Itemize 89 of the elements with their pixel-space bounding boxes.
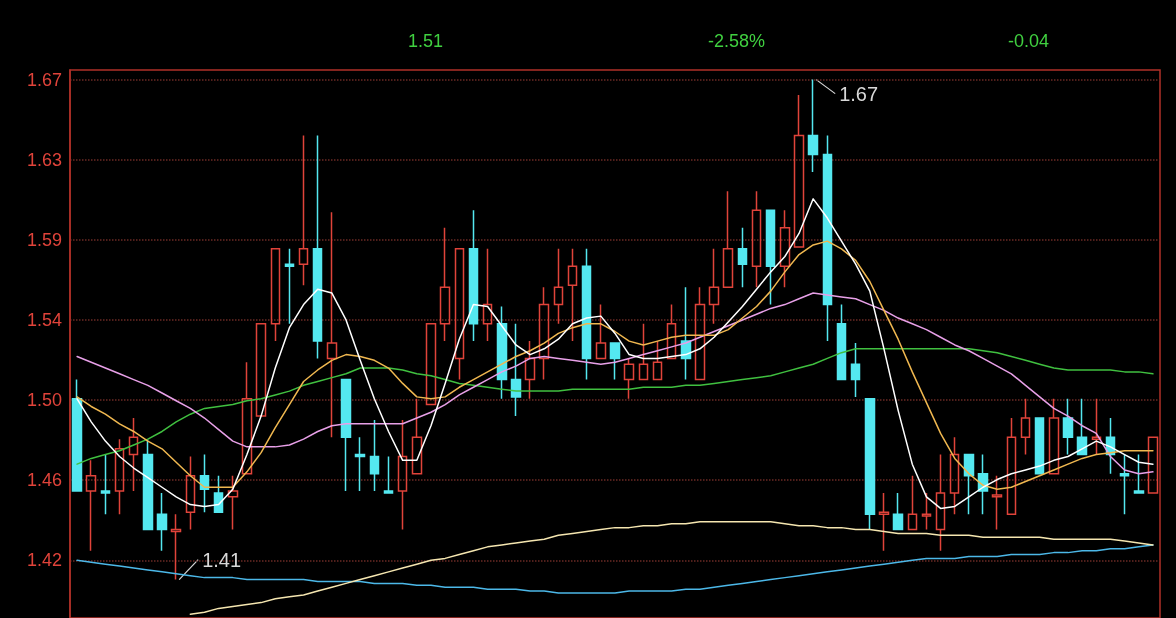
candlestick bbox=[454, 248, 465, 381]
candlestick bbox=[1119, 453, 1130, 515]
candlestick bbox=[538, 286, 550, 381]
candlestick bbox=[284, 248, 295, 325]
candlestick bbox=[765, 209, 776, 306]
y-tick-label: 1.46 bbox=[26, 470, 62, 491]
candlestick bbox=[199, 453, 210, 513]
y-tick-label: 1.50 bbox=[26, 390, 62, 411]
candlestick bbox=[1034, 417, 1045, 475]
candlestick bbox=[694, 286, 706, 381]
line-series bbox=[76, 292, 1154, 475]
candlestick bbox=[553, 248, 564, 325]
text: 1.51 bbox=[408, 31, 444, 51]
candlestick bbox=[623, 357, 635, 400]
y-tick-label: 1.42 bbox=[26, 550, 62, 571]
candlestick bbox=[638, 323, 649, 381]
candlestick bbox=[1062, 398, 1074, 456]
candlestick bbox=[156, 492, 168, 552]
candlestick bbox=[779, 209, 791, 289]
candlestick bbox=[836, 303, 847, 381]
candlestick bbox=[128, 417, 139, 492]
candlestick bbox=[822, 134, 833, 342]
candlestick bbox=[567, 248, 578, 342]
candlestick bbox=[114, 438, 125, 515]
candlestick bbox=[241, 361, 253, 475]
candlestick bbox=[751, 190, 762, 289]
candlestick bbox=[227, 474, 239, 531]
candlestick bbox=[1020, 398, 1031, 456]
candlestick bbox=[935, 453, 946, 552]
candlestick bbox=[680, 286, 692, 381]
line-series bbox=[76, 240, 1154, 490]
candlestick bbox=[581, 248, 592, 381]
candlestick bbox=[793, 94, 805, 248]
candlestick bbox=[354, 436, 366, 492]
candlestick bbox=[524, 340, 536, 400]
candlestick bbox=[468, 209, 479, 342]
candlestick bbox=[482, 248, 493, 342]
y-tick-label: 1.59 bbox=[26, 229, 62, 250]
candlestick bbox=[439, 226, 451, 342]
text: -2.58% bbox=[708, 31, 766, 51]
candlestick bbox=[71, 378, 83, 492]
candlestick bbox=[510, 323, 522, 417]
candlestick bbox=[708, 248, 720, 325]
candlestick bbox=[921, 492, 932, 531]
candlestick bbox=[1091, 398, 1102, 456]
candlestick bbox=[411, 398, 423, 475]
line-series bbox=[76, 348, 1154, 465]
candlestick bbox=[850, 342, 861, 398]
candlestick bbox=[312, 134, 323, 360]
candlestick bbox=[298, 134, 309, 287]
candlestick bbox=[864, 398, 876, 531]
candlestick bbox=[1147, 436, 1159, 494]
candlestick bbox=[369, 419, 380, 492]
candlestick bbox=[340, 378, 352, 492]
candlestick bbox=[737, 226, 748, 289]
candlestick bbox=[85, 459, 97, 552]
candlestick bbox=[185, 455, 196, 531]
y-tick-label: 1.54 bbox=[26, 309, 62, 330]
candlestick bbox=[1006, 417, 1017, 515]
candlestick bbox=[878, 492, 890, 552]
candlestick bbox=[807, 78, 819, 173]
y-tick-label: 1.63 bbox=[26, 149, 62, 170]
candlestick bbox=[270, 248, 281, 342]
line-series bbox=[76, 544, 1154, 594]
candlestick bbox=[652, 340, 663, 381]
candlestick bbox=[595, 303, 607, 360]
candlestick bbox=[722, 190, 734, 289]
candlestick bbox=[326, 211, 338, 439]
candlestick bbox=[609, 342, 621, 381]
text: -0.04 bbox=[1008, 31, 1050, 51]
candlestick bbox=[397, 419, 408, 531]
candlestick bbox=[100, 453, 111, 515]
candlestick bbox=[383, 455, 394, 494]
candlestick bbox=[1048, 398, 1060, 475]
candlestick bbox=[892, 492, 904, 531]
candlestick bbox=[963, 453, 975, 515]
candlestick bbox=[949, 436, 960, 515]
y-tick-label: 1.67 bbox=[26, 69, 62, 90]
candlestick bbox=[666, 303, 677, 360]
candlestick bbox=[991, 474, 1003, 531]
candlestick bbox=[425, 323, 437, 406]
annotation: 1.41 bbox=[202, 548, 242, 571]
line-series bbox=[189, 521, 1154, 615]
candlestick bbox=[1133, 453, 1145, 494]
candlestick bbox=[907, 474, 918, 531]
line-series bbox=[76, 198, 1154, 510]
candlestick bbox=[255, 323, 267, 417]
annotation: 1.67 bbox=[839, 82, 879, 105]
candlestick bbox=[170, 513, 182, 581]
